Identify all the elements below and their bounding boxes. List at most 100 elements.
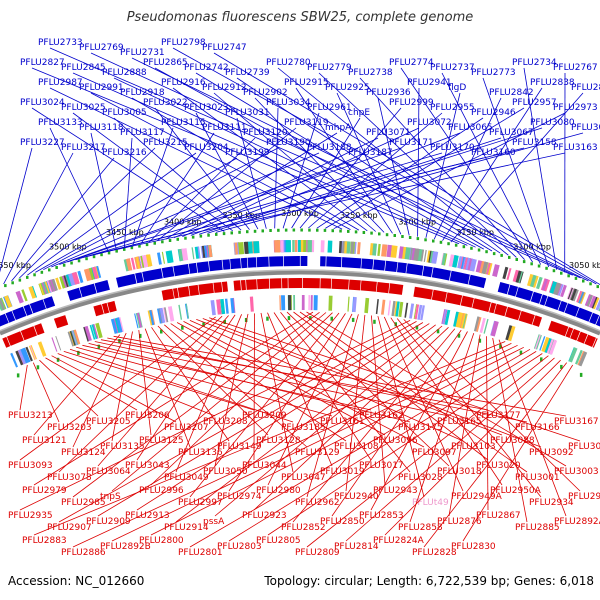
reverse-gene-arrow [101, 302, 110, 314]
forward-gene-arrow [5, 311, 16, 323]
gene-feature-block [88, 267, 95, 280]
gene-feature-block [313, 295, 318, 311]
forward-gene-label: PFLU2779 [307, 63, 352, 73]
scale-tick-dot [354, 230, 358, 234]
scale-tick-dot [522, 260, 526, 264]
forward-gene-leader-line [291, 117, 361, 229]
reverse-gene-arrow [360, 280, 377, 292]
forward-gene-label: PFLU3005 [102, 108, 147, 118]
reverse-gene-leader-line [306, 355, 549, 548]
forward-gene-arrow [161, 266, 175, 279]
forward-gene-leader-line [49, 127, 109, 252]
forward-gene-arrow [515, 287, 534, 301]
gene-feature-block [533, 275, 539, 288]
forward-gene-label: PFLU3188 [307, 143, 352, 153]
scale-tick-dot [118, 339, 121, 343]
gene-feature-block [328, 295, 333, 311]
reverse-gene-arrow [320, 278, 332, 289]
scale-tick-dot [123, 247, 126, 251]
gene-feature-block [493, 321, 499, 337]
forward-gene-leader-line [282, 112, 320, 229]
gene-feature-block [292, 239, 295, 252]
reverse-gene-arrow [494, 303, 508, 317]
reverse-gene-label: PFLU2985 [61, 498, 106, 508]
reverse-gene-leader-line [448, 334, 481, 517]
reverse-gene-leader-line [63, 351, 255, 411]
forward-gene-label: PFLU3227 [20, 138, 65, 148]
scale-tick-dot [432, 239, 435, 243]
forward-gene-arrow [373, 259, 386, 271]
scale-tick-dot [394, 322, 397, 327]
reverse-gene-label: PFLU3020 [476, 461, 521, 471]
scale-tick-dot [55, 266, 58, 269]
reverse-gene-arrow [177, 286, 190, 298]
gene-feature-block [459, 256, 464, 269]
gene-feature-block [549, 281, 557, 294]
reverse-gene-label: PFLU3108 [334, 442, 379, 452]
reverse-gene-label: PFLU2940 [334, 492, 379, 502]
reverse-gene-leader-line [19, 320, 411, 511]
reverse-gene-leader-line [403, 319, 581, 492]
forward-gene-arrow [208, 259, 223, 272]
forward-gene-label: PFLU2773 [471, 68, 516, 78]
forward-gene-arrow [589, 312, 600, 325]
scale-tick-dot [4, 284, 7, 288]
gene-feature-block [475, 260, 483, 273]
scale-tick-dot [11, 281, 14, 285]
reverse-gene-label: PFLU2867 [476, 511, 521, 521]
forward-gene-arrow [79, 283, 97, 298]
reverse-gene-arrow [460, 295, 474, 308]
forward-gene-arrow [530, 291, 543, 304]
gene-feature-block [145, 254, 153, 267]
forward-gene-label: PFLU2833 [571, 83, 600, 93]
forward-gene-leader-line [35, 157, 238, 273]
reverse-gene-label: PFLU3149 [217, 442, 262, 452]
reverse-gene-arrow [173, 288, 179, 299]
reverse-gene-arrow [445, 292, 463, 306]
reverse-gene-leader-line [202, 318, 542, 448]
forward-gene-label: PFLU2912 [202, 83, 247, 93]
reverse-gene-leader-line [157, 325, 269, 436]
forward-gene-label: PFLU2747 [202, 43, 247, 53]
reverse-gene-label: PFLU2935 [8, 511, 53, 521]
gene-feature-block [210, 300, 216, 316]
scale-tick-dot [238, 230, 241, 234]
scale-tick-dot [552, 269, 556, 273]
reverse-gene-leader-line [19, 364, 28, 411]
gene-feature-block [390, 245, 398, 258]
reverse-gene-arrow [281, 278, 288, 289]
reverse-gene-label: PFLU2943 [373, 486, 418, 496]
scale-tick-dot [415, 325, 419, 330]
scale-labels: 3550 kbp 3500 kbp 3450 kbp 3400 kbp 3350 kbp… [0, 209, 600, 270]
forward-gene-leader-line [441, 72, 542, 265]
reverse-gene-label: PFLU3018 [437, 467, 482, 477]
forward-gene-arrow [449, 270, 470, 285]
forward-gene-leader-line [236, 117, 267, 229]
reverse-gene-label: PFLU3175 [398, 423, 443, 433]
gene-feature-block [409, 247, 413, 260]
gene-feature-block [591, 296, 598, 309]
forward-gene-arrow [507, 284, 518, 297]
reverse-gene-label: PFLU3092 [529, 448, 574, 458]
forward-gene-arrow [12, 306, 27, 320]
scale-tick-dot [269, 229, 272, 232]
reverse-gene-leader-line [293, 311, 489, 461]
reverse-gene-label: PFLU2814 [334, 542, 379, 552]
gene-feature-block [123, 259, 130, 272]
reverse-gene-leader-line [390, 317, 503, 486]
reverse-gene-label: PFLU2962 [295, 498, 340, 508]
gene-feature-block [413, 248, 420, 261]
reverse-gene-leader-line [138, 330, 152, 436]
scale-tick-dot [582, 279, 585, 283]
reverse-gene-leader-line [299, 311, 528, 473]
gene-feature-block [420, 249, 425, 262]
forward-gene-label: PFLU2918 [120, 88, 165, 98]
gene-feature-block [293, 294, 296, 310]
forward-gene-arrow [300, 255, 308, 266]
forward-gene-leader-line [316, 117, 484, 229]
forward-gene-label: PFLU3023 [184, 103, 229, 113]
forward-gene-label: PFLU3115 [161, 118, 206, 128]
forward-gene-leader-line [417, 87, 420, 237]
reverse-gene-arrow [188, 284, 200, 296]
gene-feature-block [306, 239, 308, 252]
